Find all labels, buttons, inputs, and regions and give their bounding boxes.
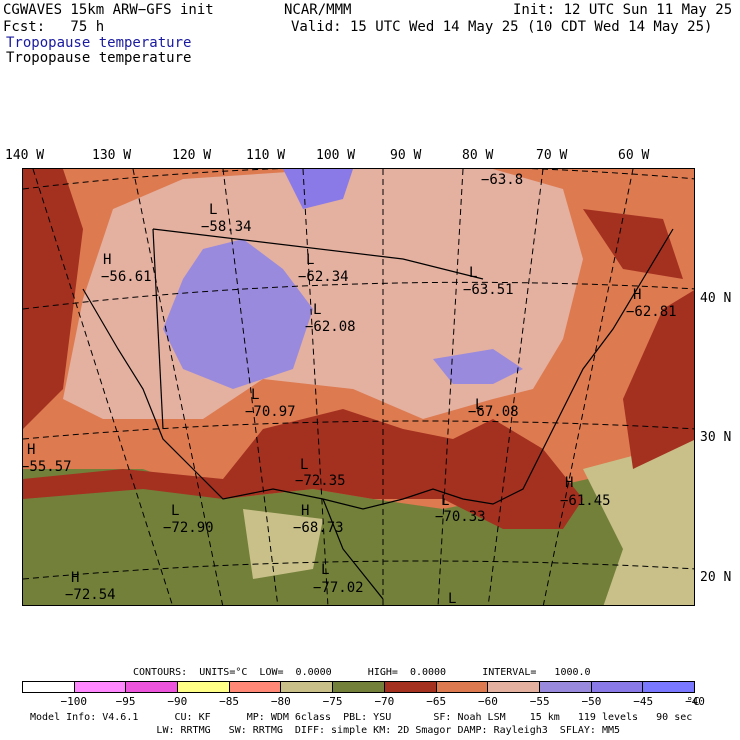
- center-value: −67.08: [468, 404, 519, 420]
- color-bar-label: −65: [426, 695, 447, 708]
- lon-label: 120 W: [172, 148, 212, 163]
- center-letter: L: [448, 591, 456, 606]
- map-canvas: L −58.34 H −56.61 L −62.34 L −62.08 L −6…: [23, 169, 694, 606]
- center-value: −72.90: [163, 520, 214, 536]
- top-value: −63.8: [481, 172, 523, 188]
- center-value: −72.35: [295, 473, 346, 489]
- color-bar-label: −90: [167, 695, 188, 708]
- color-bar-label: −75: [322, 695, 343, 708]
- center-value: −72.54: [65, 587, 116, 603]
- color-bar-label: −40: [685, 695, 705, 708]
- lon-label: 70 W: [536, 148, 568, 163]
- center-value: −58.34: [201, 219, 252, 235]
- color-swatch: [591, 682, 644, 692]
- color-bar-label: −60: [477, 695, 498, 708]
- color-bar-label: −85: [219, 695, 239, 708]
- center-value: −55.57: [23, 459, 72, 475]
- center-letter: H: [565, 475, 573, 491]
- lat-label: 30 N: [700, 430, 732, 445]
- center-letter: H: [27, 442, 35, 458]
- init-time: Init: 12 UTC Sun 11 May 25: [513, 2, 733, 18]
- color-bar-label: −45: [633, 695, 654, 708]
- coastlines: [82, 228, 674, 600]
- center-letter: H: [633, 287, 641, 303]
- center-letter: L: [209, 202, 217, 218]
- forecast-hour: Fcst: 75 h: [3, 19, 105, 35]
- center-value: −56.61: [101, 269, 152, 285]
- red-east: [623, 290, 694, 469]
- center-value: −70.97: [245, 404, 296, 420]
- lon-label: 100 W: [316, 148, 356, 163]
- color-bar-label: −95: [115, 695, 136, 708]
- model-info: Model Info: V4.6.1 CU: KF MP: WDM 6class…: [30, 712, 693, 723]
- map-panel: L −58.34 H −56.61 L −62.34 L −62.08 L −6…: [22, 168, 695, 606]
- color-swatch: [281, 682, 334, 692]
- center-value: −68.73: [293, 520, 344, 536]
- field-title-2: Tropopause temperature: [6, 50, 192, 66]
- center-letter: L: [171, 503, 179, 519]
- model-physics: LW: RRTMG SW: RRTMG DIFF: simple KM: 2D …: [30, 725, 621, 736]
- model-title: CGWAVES 15km ARW−GFS init: [3, 2, 214, 18]
- lon-label: 110 W: [246, 148, 286, 163]
- color-swatch: [436, 682, 489, 692]
- color-bar-label: −70: [374, 695, 395, 708]
- center-letter: L: [313, 302, 321, 318]
- organization: NCAR/MMM: [284, 2, 352, 18]
- color-swatch: [178, 682, 230, 692]
- color-swatch: [126, 682, 179, 692]
- purple-region-east: [433, 349, 523, 384]
- color-swatch: [539, 682, 592, 692]
- lon-label: 80 W: [462, 148, 494, 163]
- color-bar: [22, 681, 695, 693]
- color-swatch: [229, 682, 282, 692]
- khaki-region: [583, 439, 694, 605]
- red-west: [23, 169, 83, 429]
- center-letter: L: [300, 457, 308, 473]
- center-letter: H: [71, 570, 79, 586]
- lon-label: 60 W: [618, 148, 650, 163]
- red-band: [23, 409, 583, 529]
- valid-time: Valid: 15 UTC Wed 14 May 25 (10 CDT Wed …: [291, 19, 713, 35]
- color-swatch: [384, 682, 437, 692]
- color-swatch: [643, 682, 694, 692]
- color-swatch: [74, 682, 127, 692]
- color-bar-label: −80: [270, 695, 291, 708]
- center-value: −62.08: [305, 319, 356, 335]
- color-swatch: [23, 682, 75, 692]
- center-letter: L: [251, 387, 259, 403]
- center-value: −61.45: [560, 493, 611, 509]
- center-letter: H: [103, 252, 111, 268]
- lon-label: 140 W: [5, 148, 45, 163]
- red-ne: [583, 209, 683, 279]
- center-value: −62.81: [626, 304, 677, 320]
- color-bar-label: −100: [60, 695, 88, 708]
- center-value: −62.34: [298, 269, 349, 285]
- khaki-region: [243, 509, 323, 579]
- color-swatch: [333, 682, 385, 692]
- lon-label: 130 W: [92, 148, 132, 163]
- center-letter: L: [441, 493, 449, 509]
- center-value: −63.51: [463, 282, 514, 298]
- color-bar-label: −55: [529, 695, 550, 708]
- center-letter: L: [321, 562, 329, 578]
- color-swatch: [488, 682, 540, 692]
- center-letter: L: [306, 252, 314, 268]
- lat-label: 40 N: [700, 291, 732, 306]
- lat-label: 20 N: [700, 570, 732, 585]
- center-value: −77.02: [313, 580, 364, 596]
- purple-region-north: [283, 169, 353, 209]
- purple-region: [163, 239, 313, 389]
- color-bar-label: °C: [686, 695, 700, 708]
- center-letter: L: [469, 265, 477, 281]
- center-letter: H: [301, 503, 309, 519]
- field-title-1: Tropopause temperature: [6, 35, 192, 51]
- lon-label: 90 W: [390, 148, 422, 163]
- center-value: −70.33: [435, 509, 486, 525]
- graticule: [23, 169, 694, 605]
- contours-info: CONTOURS: UNITS=°C LOW= 0.0000 HIGH= 0.0…: [133, 667, 591, 678]
- center-letter: L: [475, 397, 483, 413]
- pressure-centers: L −58.34 H −56.61 L −62.34 L −62.08 L −6…: [23, 172, 677, 606]
- color-bar-label: −50: [581, 695, 602, 708]
